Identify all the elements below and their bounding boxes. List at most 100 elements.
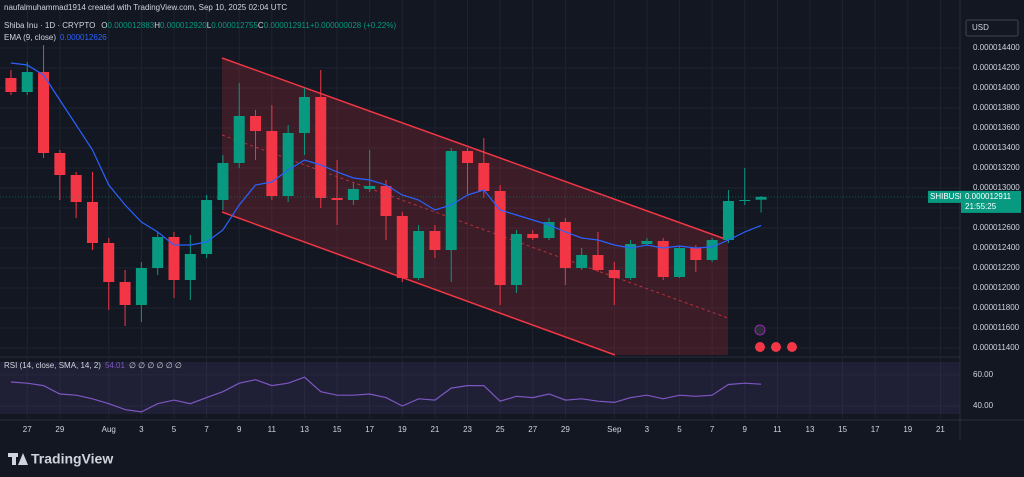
quote: O0.000012883H0.000012920L0.000012755C0.0…: [101, 21, 396, 30]
candle-body: [722, 201, 734, 240]
channel-fill: [222, 58, 728, 355]
candle-body: [739, 200, 751, 201]
quote-key: L: [207, 21, 212, 30]
y-tick-label: 40.00: [973, 401, 994, 410]
candle-body: [331, 198, 343, 200]
logo: [8, 453, 28, 465]
candle-body: [380, 186, 392, 216]
quote-value: +0.000000028 (+0.22%): [310, 21, 397, 30]
quote-value: 0.000012920: [160, 21, 207, 30]
symbol-tag-text: SHIBUSD: [930, 192, 966, 201]
x-tick-label: 21: [430, 425, 439, 434]
candle-body: [119, 282, 131, 305]
quote-key: H: [154, 21, 160, 30]
x-tick-label: 11: [268, 425, 277, 434]
candle-body: [21, 72, 33, 92]
x-tick-label: 13: [300, 425, 309, 434]
candle-body: [690, 248, 702, 260]
x-tick-label: Aug: [102, 425, 116, 434]
price-tag-text: 0.000012911: [965, 192, 1012, 201]
candle-body: [608, 270, 620, 278]
candle-body: [168, 237, 180, 280]
x-tick-label: 19: [398, 425, 407, 434]
quote-value: 0.000012883: [108, 21, 155, 30]
rsi-legend: RSI (14, close, SMA, 14, 2) 54.01 ∅ ∅ ∅ ∅ …: [4, 361, 182, 370]
symbol: Shiba Inu · 1D · CRYPTO O0.000012883H0.00…: [4, 21, 396, 30]
x-tick-label: 7: [710, 425, 715, 434]
candle-body: [527, 234, 539, 238]
candle-body: [494, 191, 506, 285]
x-tick-label: 29: [561, 425, 570, 434]
series-line: [10, 62, 762, 249]
currency: USD: [972, 23, 989, 32]
x-tick-label: 15: [838, 425, 847, 434]
x-tick-label: 9: [237, 425, 242, 434]
candle-body: [217, 163, 229, 200]
quote-key: C: [258, 21, 264, 30]
candle-body: [315, 97, 327, 198]
y-tick-label: 0.000011800: [973, 303, 1020, 312]
x-tick-label: 11: [773, 425, 782, 434]
symbol-tag: [928, 190, 961, 203]
candle-body: [54, 153, 66, 175]
candle-body: [201, 200, 213, 254]
candle-body: [510, 234, 522, 285]
x-tick-label: 25: [496, 425, 505, 434]
x-tick-label: 3: [645, 425, 650, 434]
quote-key: O: [101, 21, 107, 30]
candle-body: [543, 222, 555, 238]
x-tick-label: 27: [528, 425, 537, 434]
ema-value: 0.000012626: [60, 33, 107, 42]
currency-box[interactable]: [965, 19, 1019, 37]
rsi-empty: ∅ ∅ ∅ ∅ ∅ ∅: [129, 361, 182, 370]
quote-value: 0.000012911: [264, 21, 311, 30]
x-tick-label: 17: [871, 425, 880, 434]
y-tick-label: 0.000011600: [973, 323, 1020, 332]
x-tick-label: 17: [365, 425, 374, 434]
y-tick-label: 0.000014000: [973, 83, 1020, 92]
candle-body: [396, 216, 408, 278]
candle-body: [103, 243, 115, 282]
candle-body: [364, 186, 376, 189]
rsi-label: RSI (14, close, SMA, 14, 2): [4, 361, 101, 370]
channel-upper: [221, 57, 729, 241]
x-tick-label: 19: [903, 425, 912, 434]
candle-body: [641, 241, 653, 244]
candle-body: [706, 240, 718, 260]
x-tick-label: Sep: [607, 425, 622, 434]
rsi-value: 54.01: [105, 361, 126, 370]
candle-body: [755, 196, 767, 200]
candle-body: [152, 237, 164, 268]
y-tick-label: 0.000013800: [973, 103, 1020, 112]
logo-mark: [18, 453, 28, 465]
candle-body: [86, 202, 98, 243]
marks: [5, 45, 767, 413]
event-icon: [771, 342, 781, 352]
x-tick-label: 5: [677, 425, 682, 434]
candle-body: [70, 175, 82, 202]
rsi-band: [0, 362, 960, 414]
y-tick-label: 0.000013000: [973, 183, 1020, 192]
event-icon: [787, 342, 797, 352]
candle-body: [282, 133, 294, 196]
candle-body: [478, 163, 490, 191]
x-tick-label: 23: [463, 425, 472, 434]
channel-lower: [221, 211, 616, 356]
y-tick-label: 0.000012400: [973, 243, 1020, 252]
candle-body: [657, 241, 669, 277]
x-tick-label: 7: [204, 425, 209, 434]
y-tick-label: 0.000012200: [973, 263, 1020, 272]
ema-legend: EMA (9, close) 0.000012626: [4, 33, 107, 42]
candle-body: [413, 231, 425, 278]
y-tick-label: 0.000012600: [973, 223, 1020, 232]
candle-body: [233, 116, 245, 163]
candle-body: [347, 189, 359, 200]
ema-label: EMA (9, close): [4, 33, 56, 42]
y-tick-label: 0.000014200: [973, 63, 1020, 72]
x-tick-label: 9: [743, 425, 748, 434]
candle-body: [266, 131, 278, 196]
y-tick-label: 0.000013400: [973, 143, 1020, 152]
candle-body: [445, 151, 457, 250]
x-tick-label: 15: [333, 425, 342, 434]
series-line: [10, 376, 762, 413]
